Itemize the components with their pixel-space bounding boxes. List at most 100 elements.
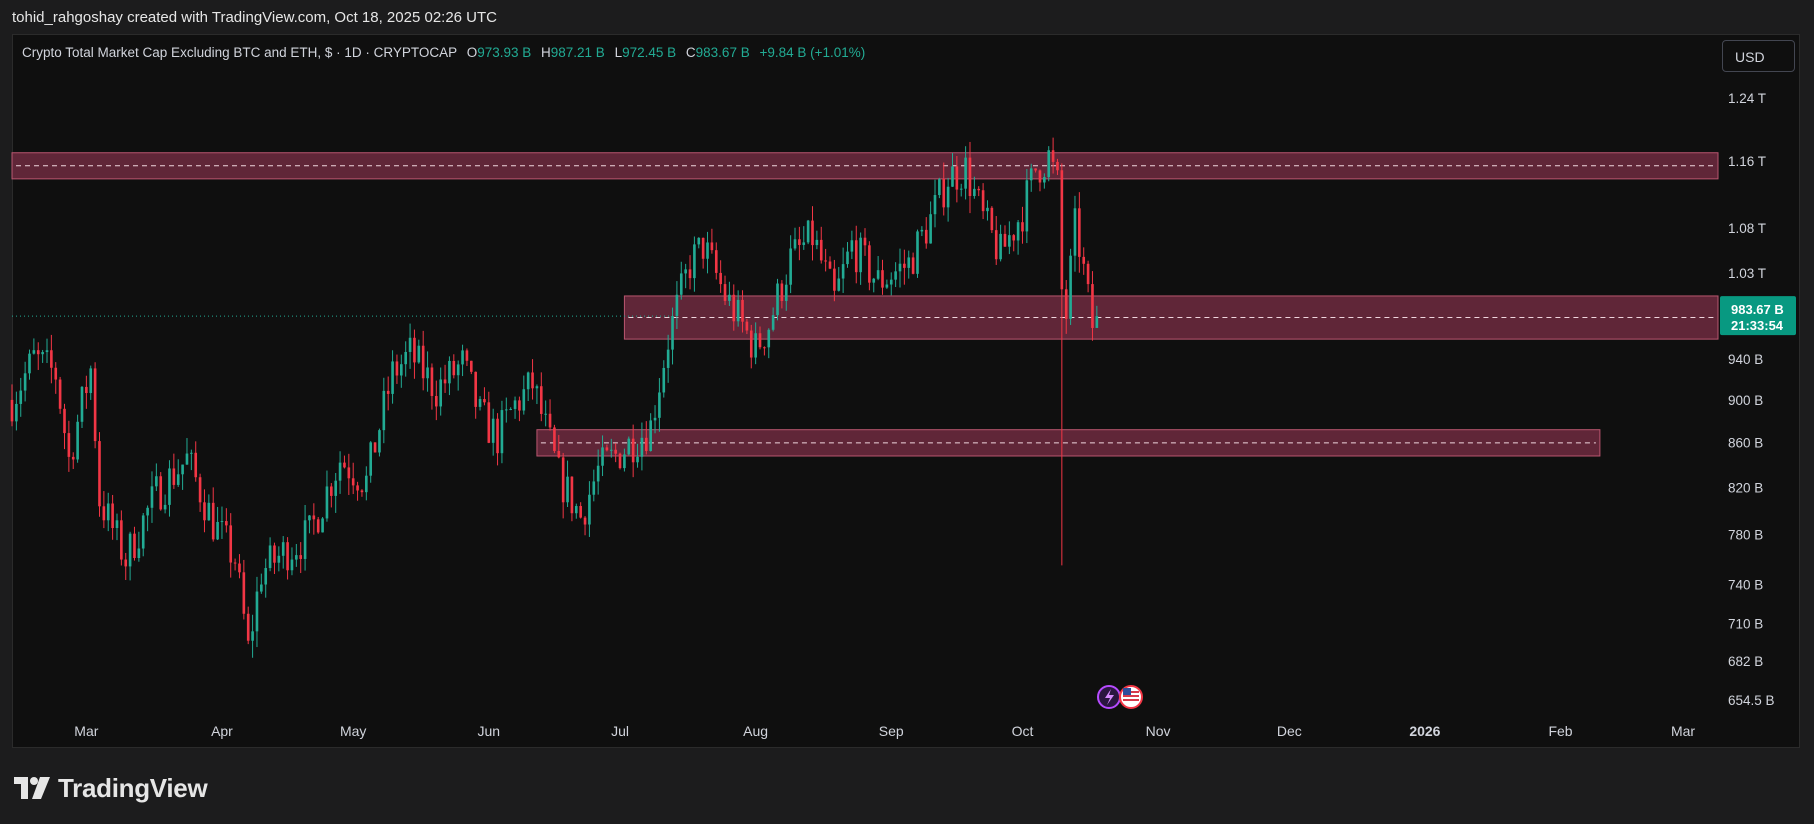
candle: [417, 339, 421, 364]
candle: [400, 354, 403, 388]
candle-body: [54, 367, 58, 380]
candle: [758, 326, 762, 350]
candle-body: [408, 337, 412, 352]
candle: [920, 226, 924, 237]
candle: [391, 350, 394, 404]
candle: [50, 334, 53, 384]
time-tick-label: 2026: [1409, 723, 1440, 739]
candle: [465, 348, 469, 367]
price-tick-label: 820 B: [1728, 481, 1763, 496]
candle: [938, 177, 941, 199]
candle: [754, 322, 757, 365]
candle: [369, 441, 373, 483]
candle: [203, 489, 206, 533]
candle-body: [614, 449, 617, 454]
candle: [19, 377, 23, 417]
candle: [798, 226, 801, 261]
candle: [185, 438, 189, 465]
candle-body: [859, 237, 862, 273]
candle-body: [251, 631, 254, 641]
candle-body: [889, 279, 893, 285]
candle-body: [658, 392, 661, 418]
candle: [141, 512, 145, 557]
event-icons[interactable]: [1097, 685, 1143, 709]
candle-body: [1073, 208, 1077, 256]
candle-body: [216, 521, 219, 540]
candle-body: [10, 399, 14, 422]
candle-body: [583, 517, 587, 525]
candle-body: [951, 166, 954, 187]
candle-body: [1003, 233, 1007, 247]
symbol-title[interactable]: Crypto Total Market Cap Excluding BTC an…: [22, 45, 457, 60]
candle: [443, 364, 447, 393]
low-label: L: [614, 45, 623, 60]
candle-body: [728, 294, 731, 301]
candle: [907, 250, 911, 279]
candle-body: [570, 476, 574, 514]
candle: [45, 338, 49, 364]
candle-body: [36, 350, 40, 355]
candle: [539, 372, 543, 422]
candle: [837, 267, 841, 292]
price-tick-label: 900 B: [1728, 393, 1763, 408]
candle-body: [146, 507, 149, 516]
candle: [1051, 137, 1055, 174]
candle: [207, 494, 211, 521]
candle-body: [295, 555, 298, 560]
candle-body: [666, 349, 670, 368]
candle: [378, 428, 381, 457]
candle: [1012, 234, 1016, 252]
candle-body: [439, 379, 442, 407]
candle: [802, 226, 806, 250]
candle-body: [553, 427, 556, 451]
candle: [28, 349, 31, 380]
candle: [251, 614, 254, 658]
candle: [290, 547, 294, 576]
candle: [373, 442, 377, 453]
candle-body: [745, 321, 749, 331]
candle-body: [483, 399, 486, 403]
candle: [246, 606, 250, 645]
candle-body: [106, 503, 110, 521]
candle: [968, 141, 972, 214]
candle-body: [299, 555, 303, 559]
candle: [36, 342, 40, 370]
candle-body: [168, 468, 171, 505]
candle: [618, 452, 622, 470]
candle: [456, 360, 460, 391]
candle-body: [1025, 180, 1029, 232]
candle: [172, 453, 176, 489]
candle: [916, 229, 919, 278]
candle: [911, 252, 915, 275]
tradingview-logo[interactable]: TradingView: [14, 770, 208, 806]
candle: [98, 432, 101, 517]
candle: [741, 290, 744, 333]
high-value: 987.21 B: [550, 45, 605, 60]
candle-body: [990, 207, 994, 231]
candle-body: [448, 360, 451, 384]
candle: [124, 552, 128, 580]
candle-body: [601, 447, 604, 466]
currency-button[interactable]: USD: [1722, 40, 1795, 72]
candle-body: [496, 418, 499, 454]
price-tick-label: 654.5 B: [1728, 693, 1775, 708]
candle: [238, 554, 241, 579]
candle-body: [592, 481, 596, 495]
candle: [793, 227, 797, 251]
candle: [439, 367, 442, 416]
candle: [1095, 305, 1099, 329]
candle-body: [749, 330, 753, 358]
candle: [448, 356, 451, 396]
candle: [260, 573, 263, 594]
candle-body: [443, 379, 447, 384]
candle: [973, 176, 976, 199]
candle-body: [885, 284, 889, 288]
candle: [1003, 225, 1007, 247]
candle: [666, 334, 670, 383]
candle: [150, 471, 154, 523]
candle: [736, 290, 740, 327]
candle-body: [763, 347, 766, 349]
candle: [41, 349, 44, 363]
candle-body: [400, 364, 403, 376]
